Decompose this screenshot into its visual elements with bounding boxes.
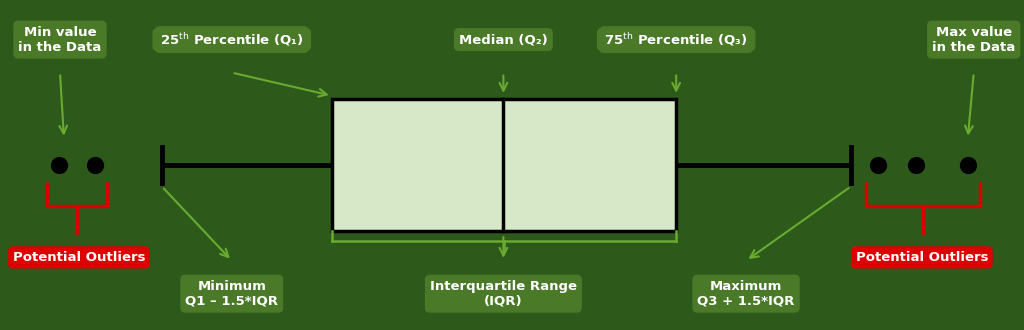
Text: 75th Percentile (Q₃): 75th Percentile (Q₃)	[602, 33, 751, 46]
Text: 25th Percentile (Q₁): 25th Percentile (Q₁)	[158, 33, 306, 46]
Text: Maximum
Q3 + 1.5*IQR: Maximum Q3 + 1.5*IQR	[697, 280, 795, 308]
Text: Potential Outliers: Potential Outliers	[12, 251, 145, 264]
Text: Max value
in the Data: Max value in the Data	[932, 26, 1016, 53]
Text: 25$^{\mathrm{th}}$ Percentile (Q₁): 25$^{\mathrm{th}}$ Percentile (Q₁)	[160, 31, 303, 48]
Text: Min value
in the Data: Min value in the Data	[18, 26, 101, 53]
Point	[87, 162, 103, 168]
Point	[51, 162, 68, 168]
Point	[907, 162, 924, 168]
Point	[959, 162, 976, 168]
Text: Interquartile Range
(IQR): Interquartile Range (IQR)	[430, 280, 577, 308]
Text: Median (Q₂): Median (Q₂)	[459, 33, 548, 46]
Bar	[332, 99, 676, 231]
Text: Minimum
Q1 – 1.5*IQR: Minimum Q1 – 1.5*IQR	[185, 280, 279, 308]
Text: 75$^{\mathrm{th}}$ Percentile (Q₃): 75$^{\mathrm{th}}$ Percentile (Q₃)	[604, 31, 748, 48]
Text: Potential Outliers: Potential Outliers	[856, 251, 988, 264]
Point	[869, 162, 886, 168]
